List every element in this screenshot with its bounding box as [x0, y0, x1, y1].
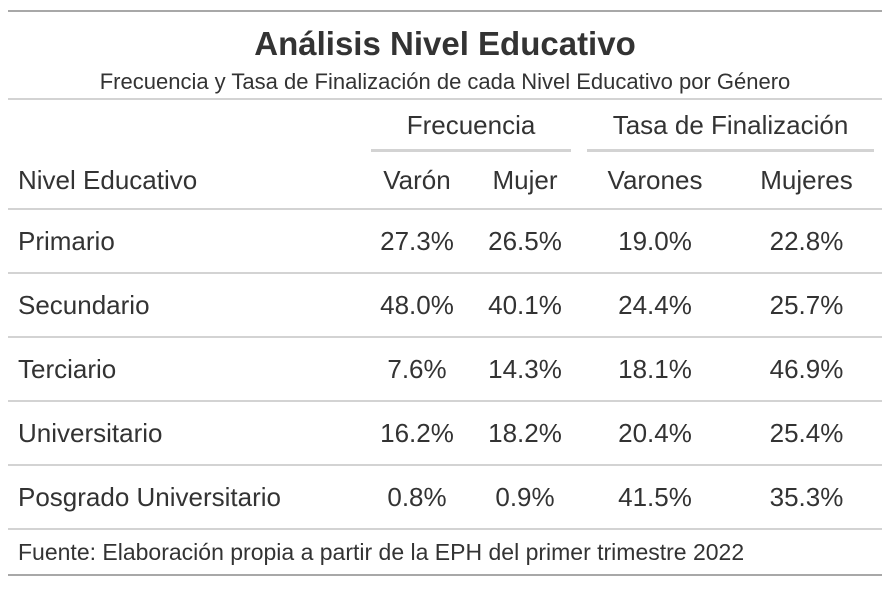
cell-nivel: Primario [8, 209, 363, 274]
cell-varones: 19.0% [579, 209, 731, 274]
header-rule [8, 98, 882, 100]
spanner-cell-tasa: Tasa de Finalización [579, 100, 882, 152]
table-container: Análisis Nivel Educativo Frecuencia y Ta… [8, 10, 883, 576]
column-header-row: Nivel Educativo Varón Mujer Varones Muje… [8, 152, 883, 209]
top-rule [8, 10, 882, 12]
table-row: Posgrado Universitario 0.8% 0.9% 41.5% 3… [8, 465, 883, 530]
table-subtitle: Frecuencia y Tasa de Finalización de cad… [99, 69, 791, 94]
col-header-mujer: Mujer [492, 164, 558, 195]
table-row: Primario 27.3% 26.5% 19.0% 22.8% [8, 209, 883, 274]
cell-varon: 0.8% [363, 465, 471, 530]
spanner-frecuencia: Frecuencia [371, 110, 571, 152]
cell-mujer: 26.5% [471, 209, 579, 274]
spanner-row: Frecuencia Tasa de Finalización [8, 100, 882, 152]
spanner-cell-frecuencia: Frecuencia [363, 100, 579, 152]
cell-varones: 18.1% [579, 337, 731, 402]
cell-mujeres: 46.9% [731, 337, 883, 402]
col-header-mujeres: Mujeres [760, 164, 853, 195]
cell-varones: 24.4% [579, 273, 731, 338]
table-title: Análisis Nivel Educativo [254, 25, 636, 62]
data-table: Frecuencia Tasa de Finalización Nivel Ed… [8, 100, 883, 530]
cell-nivel: Posgrado Universitario [8, 465, 363, 530]
cell-mujer: 0.9% [471, 465, 579, 530]
cell-varon: 27.3% [363, 209, 471, 274]
cell-mujer: 40.1% [471, 273, 579, 338]
table-row: Secundario 48.0% 40.1% 24.4% 25.7% [8, 273, 883, 338]
cell-varon: 48.0% [363, 273, 471, 338]
cell-nivel: Secundario [8, 273, 363, 338]
col-header-nivel: Nivel Educativo [18, 164, 198, 195]
cell-varon: 16.2% [363, 401, 471, 466]
cell-mujeres: 25.4% [731, 401, 883, 466]
spanner-empty [8, 100, 363, 152]
cell-mujer: 18.2% [471, 401, 579, 466]
cell-varon: 7.6% [363, 337, 471, 402]
table-row: Terciario 7.6% 14.3% 18.1% 46.9% [8, 337, 883, 402]
cell-mujeres: 25.7% [731, 273, 883, 338]
cell-mujeres: 22.8% [731, 209, 883, 274]
cell-nivel: Universitario [8, 401, 363, 466]
cell-varones: 20.4% [579, 401, 731, 466]
col-header-varon: Varón [383, 164, 451, 195]
cell-nivel: Terciario [8, 337, 363, 402]
cell-mujeres: 35.3% [731, 465, 883, 530]
table-row: Universitario 16.2% 18.2% 20.4% 25.4% [8, 401, 883, 466]
col-header-varones: Varones [607, 164, 703, 195]
cell-varones: 41.5% [579, 465, 731, 530]
cell-mujer: 14.3% [471, 337, 579, 402]
spanner-tasa: Tasa de Finalización [587, 110, 875, 152]
source-note: Fuente: Elaboración propia a partir de l… [8, 530, 882, 576]
